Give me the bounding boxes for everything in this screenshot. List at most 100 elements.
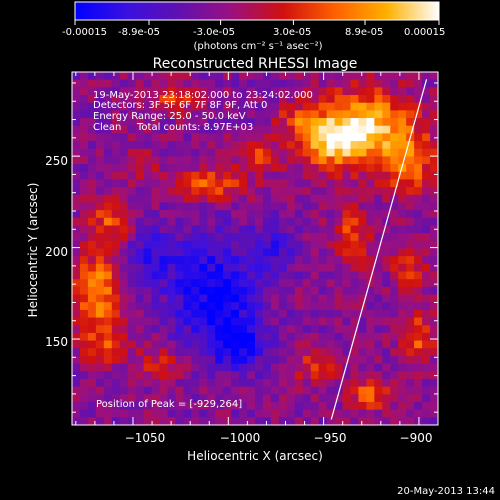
heatmap-cell (374, 371, 383, 380)
heatmap-cell (430, 87, 438, 96)
heatmap-cell (286, 386, 296, 395)
heatmap-cell (159, 179, 169, 188)
heatmap-cell (302, 371, 312, 380)
heatmap-cell (135, 141, 145, 150)
heatmap-cell (199, 263, 208, 273)
heatmap-cell (247, 348, 256, 357)
heatmap-cell (286, 72, 296, 81)
heatmap-cell (270, 179, 280, 188)
heatmap-cell (318, 286, 328, 296)
heatmap-cell (430, 302, 438, 311)
heatmap-cell (310, 171, 320, 181)
heatmap-cell (422, 248, 431, 257)
heatmap-cell (191, 363, 200, 372)
heatmap-cell (422, 417, 431, 425)
heatmap-cell (143, 110, 153, 119)
heatmap-cell (374, 148, 383, 158)
heatmap-cell (350, 263, 360, 273)
heatmap-cell (223, 125, 232, 134)
heatmap-cell (294, 125, 304, 134)
heatmap-cell (342, 118, 352, 127)
heatmap-cell (422, 409, 431, 418)
heatmap-cell (430, 187, 438, 196)
heatmap-cell (358, 332, 367, 342)
heatmap-cell (191, 279, 200, 288)
heatmap-cell (374, 340, 383, 349)
heatmap-cell (406, 355, 415, 365)
heatmap-cell (286, 110, 296, 119)
heatmap-cell (406, 417, 415, 425)
heatmap-cell (127, 417, 137, 425)
heatmap-cell (191, 271, 200, 280)
plot-frame (71, 71, 439, 426)
heatmap-cell (167, 233, 177, 242)
heatmap-cell (326, 141, 336, 150)
heatmap-cell (135, 309, 145, 319)
heatmap-cell (119, 317, 129, 326)
heatmap-cell (406, 148, 415, 158)
heatmap-cell (406, 378, 415, 388)
heatmap-cell (95, 363, 105, 372)
heatmap-cell (334, 348, 344, 357)
heatmap-cell (95, 271, 105, 280)
heatmap-cell (294, 279, 304, 288)
heatmap-cell (270, 194, 280, 204)
heatmap-cell (334, 417, 344, 425)
heatmap-cell (318, 279, 328, 288)
heatmap-cell (366, 271, 375, 280)
heatmap-cell (135, 371, 145, 380)
heatmap-cell (334, 378, 344, 388)
heatmap-cell (239, 302, 248, 311)
heatmap-cell (151, 95, 161, 104)
heatmap-cell (159, 248, 169, 257)
heatmap-cell (159, 317, 169, 326)
heatmap-cell (103, 102, 113, 111)
heatmap-cell (358, 394, 367, 403)
heatmap-cell (278, 363, 288, 372)
heatmap-cell (278, 110, 288, 119)
heatmap-cell (414, 79, 423, 88)
heatmap-cell (87, 110, 97, 119)
heatmap-cell (207, 417, 216, 425)
heatmap-cell (127, 225, 137, 234)
heatmap-cell (111, 141, 121, 150)
heatmap-cell (159, 210, 169, 219)
heatmap-cell (175, 102, 184, 111)
heatmap-cell (430, 148, 438, 158)
heatmap-cell (262, 332, 272, 342)
heatmap-cell (310, 363, 320, 372)
heatmap-cell (334, 340, 344, 349)
heatmap-cell (350, 233, 360, 242)
heatmap-cell (366, 332, 375, 342)
heatmap-cell (406, 325, 415, 334)
heatmap-cell (247, 386, 256, 395)
heatmap-cell (183, 210, 192, 219)
heatmap-cell (72, 340, 81, 349)
heatmap-cell (239, 95, 248, 104)
heatmap-cell (87, 302, 97, 311)
heatmap-cell (159, 294, 169, 303)
heatmap-cell (191, 325, 200, 334)
heatmap-cell (135, 363, 145, 372)
heatmap-cell (342, 156, 352, 165)
heatmap-cell (199, 179, 208, 188)
heatmap-cell (366, 102, 375, 111)
heatmap-cell (111, 194, 121, 204)
heatmap-cell (151, 317, 161, 326)
heatmap-cell (262, 409, 272, 418)
heatmap-cell (278, 271, 288, 280)
heatmap-cell (262, 148, 272, 158)
heatmap-cell (326, 118, 336, 127)
heatmap-cell (382, 240, 391, 250)
heatmap-cell (398, 409, 407, 418)
heatmap-cell (342, 371, 352, 380)
heatmap-cell (191, 263, 200, 273)
heatmap-cell (286, 141, 296, 150)
heatmap-cell (286, 164, 296, 173)
heatmap-cell (103, 256, 113, 265)
heatmap-cell (247, 164, 256, 173)
heatmap-cell (167, 409, 177, 418)
heatmap-cell (270, 256, 280, 265)
heatmap-cell (310, 371, 320, 380)
heatmap-cell (302, 409, 312, 418)
